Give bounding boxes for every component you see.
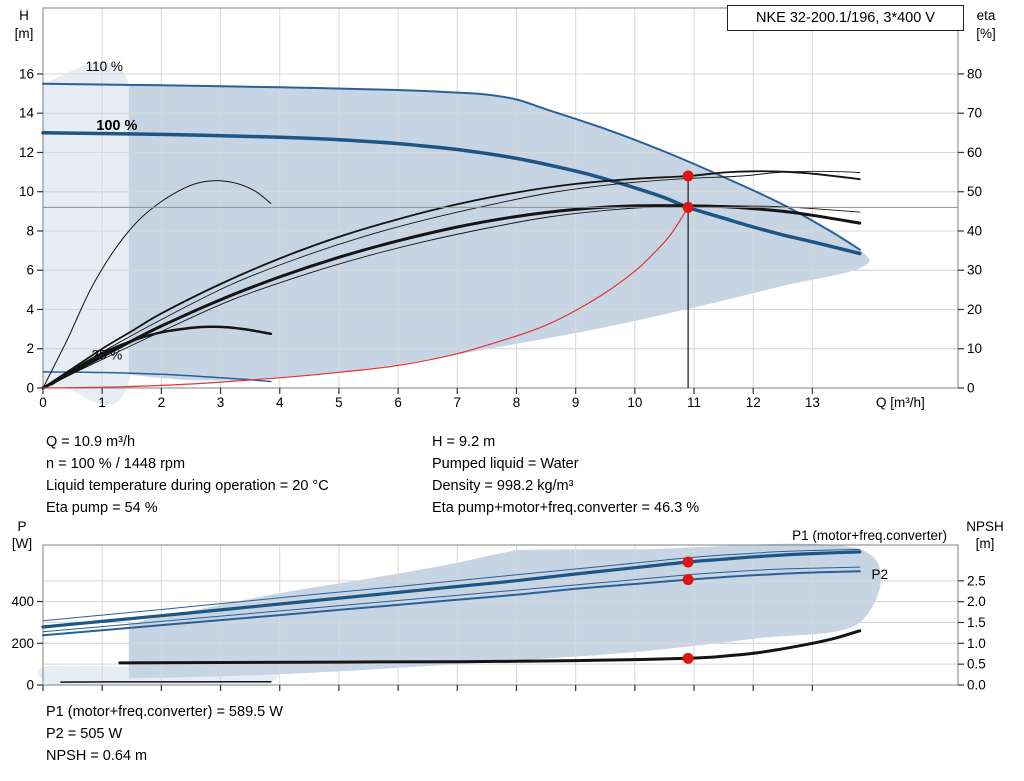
svg-text:5: 5	[335, 395, 343, 410]
svg-text:Q [m³/h]: Q [m³/h]	[876, 395, 925, 410]
pump-type-box: NKE 32-200.1/196, 3*400 V	[727, 5, 964, 31]
svg-text:NPSH: NPSH	[966, 519, 1004, 534]
svg-text:2: 2	[158, 395, 166, 410]
pump-type-label: NKE 32-200.1/196, 3*400 V	[756, 10, 935, 26]
svg-text:2.5: 2.5	[967, 573, 986, 588]
info-line: NPSH = 0.64 m	[46, 748, 148, 764]
svg-text:1.5: 1.5	[967, 615, 986, 630]
svg-text:60: 60	[967, 145, 982, 160]
svg-text:6: 6	[26, 263, 34, 278]
svg-text:1.0: 1.0	[967, 636, 986, 651]
svg-text:16: 16	[19, 66, 34, 81]
svg-text:13: 13	[805, 395, 820, 410]
svg-text:70: 70	[967, 106, 982, 121]
svg-text:3: 3	[217, 395, 225, 410]
svg-text:0: 0	[39, 395, 47, 410]
info-line: Eta pump = 54 %	[46, 500, 158, 516]
duty-info-left: Q = 10.9 m³/h n = 100 % / 1448 rpm Liquid …	[46, 431, 329, 519]
info-line: Eta pump+motor+freq.converter = 46.3 %	[432, 500, 700, 516]
svg-text:H: H	[19, 8, 29, 23]
svg-text:7: 7	[454, 395, 462, 410]
duty-info-right: H = 9.2 m Pumped liquid = Water Density = …	[432, 431, 699, 519]
svg-text:110 %: 110 %	[86, 59, 123, 74]
svg-text:0: 0	[26, 678, 34, 693]
info-line: H = 9.2 m	[432, 434, 496, 450]
svg-text:[m]: [m]	[15, 26, 34, 41]
power-npsh-chart: 0 200 400 0.0 0.5 1.0 1.5 2.0 2.5 P [W] NPSH [m] P1 (…	[11, 519, 1004, 693]
svg-text:[m]: [m]	[976, 536, 995, 551]
svg-text:10: 10	[627, 395, 642, 410]
svg-text:9: 9	[572, 395, 580, 410]
info-line: n = 100 % / 1448 rpm	[46, 456, 186, 472]
svg-text:10: 10	[967, 341, 982, 356]
svg-text:100 %: 100 %	[96, 118, 137, 134]
svg-text:200: 200	[11, 636, 34, 651]
info-line: P1 (motor+freq.converter) = 589.5 W	[46, 704, 283, 720]
svg-text:12: 12	[746, 395, 761, 410]
svg-text:0: 0	[26, 381, 34, 396]
svg-text:2: 2	[26, 341, 34, 356]
svg-text:14: 14	[19, 106, 35, 121]
svg-text:40: 40	[967, 223, 982, 238]
info-line: Liquid temperature during operation = 20…	[46, 478, 329, 494]
svg-text:0.5: 0.5	[967, 657, 986, 672]
info-line: Pumped liquid = Water	[432, 456, 579, 472]
power-info-block: P1 (motor+freq.converter) = 589.5 W P2 = …	[46, 701, 283, 767]
svg-text:6: 6	[394, 395, 402, 410]
svg-text:50: 50	[967, 184, 982, 199]
svg-text:P: P	[17, 519, 26, 534]
svg-text:25 %: 25 %	[92, 348, 123, 363]
svg-text:11: 11	[687, 395, 701, 410]
svg-text:8: 8	[513, 395, 521, 410]
svg-text:8: 8	[26, 223, 34, 238]
svg-text:10: 10	[19, 184, 34, 199]
svg-text:[W]: [W]	[12, 536, 32, 551]
svg-text:eta: eta	[977, 8, 996, 23]
svg-text:4: 4	[26, 302, 34, 317]
svg-text:2.0: 2.0	[967, 594, 986, 609]
svg-text:400: 400	[11, 594, 34, 609]
svg-text:4: 4	[276, 395, 284, 410]
info-line: P2 = 505 W	[46, 726, 123, 742]
svg-text:80: 80	[967, 66, 982, 81]
svg-text:[%]: [%]	[976, 26, 996, 41]
svg-text:0.0: 0.0	[967, 678, 986, 693]
svg-text:P2: P2	[871, 567, 888, 582]
svg-text:0: 0	[967, 381, 975, 396]
svg-text:30: 30	[967, 263, 982, 278]
svg-text:20: 20	[967, 302, 982, 317]
info-line: Q = 10.9 m³/h	[46, 434, 136, 450]
svg-text:P1 (motor+freq.converter): P1 (motor+freq.converter)	[792, 528, 947, 543]
svg-text:1: 1	[98, 395, 106, 410]
svg-text:12: 12	[19, 145, 34, 160]
info-line: Density = 998.2 kg/m³	[432, 478, 574, 494]
